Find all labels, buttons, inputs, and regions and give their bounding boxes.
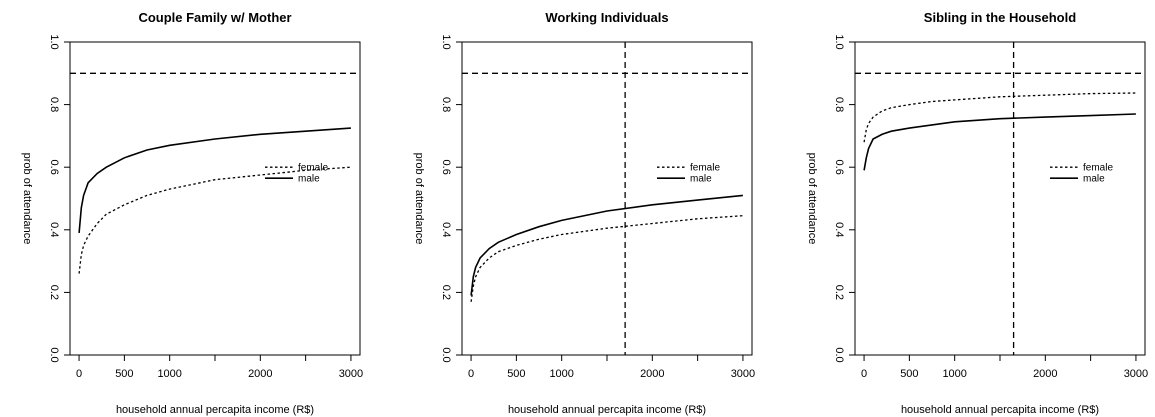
y-tick-label: 0.2 bbox=[440, 285, 452, 300]
x-tick-label: 2000 bbox=[1033, 368, 1057, 380]
x-tick-label: 2000 bbox=[640, 368, 664, 380]
x-tick-label: 500 bbox=[115, 368, 133, 380]
panel-working-individuals: Working Individuals household annual perc… bbox=[413, 10, 755, 416]
y-tick-label: 0.2 bbox=[833, 285, 845, 300]
legend-label-female: female bbox=[298, 163, 328, 174]
x-tick-label: 0 bbox=[861, 368, 867, 380]
y-tick-label: 0.6 bbox=[833, 160, 845, 175]
series-line-male bbox=[470, 194, 743, 296]
x-tick-label: 1000 bbox=[157, 368, 181, 380]
x-tick-label: 500 bbox=[507, 368, 525, 380]
series-line-male bbox=[863, 113, 1136, 171]
panel-couple-family: Couple Family w/ Mother household annual … bbox=[21, 10, 363, 416]
chart-title: Sibling in the Household bbox=[924, 10, 1076, 25]
x-tick-label: 3000 bbox=[1124, 368, 1148, 380]
x-tick-label: 2000 bbox=[248, 368, 272, 380]
x-tick-label: 0 bbox=[468, 368, 474, 380]
series-line-male bbox=[78, 127, 351, 233]
y-tick-label: 0.6 bbox=[48, 160, 60, 175]
series-line-female bbox=[863, 92, 1136, 143]
x-axis-label: household annual percapita income (R$) bbox=[116, 404, 314, 416]
legend-label-male: male bbox=[298, 174, 320, 185]
y-tick-label: 1.0 bbox=[440, 34, 452, 49]
series-line-female bbox=[470, 215, 743, 302]
y-tick-label: 0.6 bbox=[440, 160, 452, 175]
y-tick-label: 0.4 bbox=[833, 222, 845, 237]
y-tick-label: 1.0 bbox=[48, 34, 60, 49]
y-tick-label: 0.0 bbox=[440, 347, 452, 362]
y-tick-label: 1.0 bbox=[833, 34, 845, 49]
chart-title: Couple Family w/ Mother bbox=[138, 10, 291, 25]
y-axis-label: prob of attendance bbox=[413, 153, 425, 245]
panel-sibling-in-household: Sibling in the Household household annual… bbox=[806, 10, 1148, 416]
y-tick-label: 0.0 bbox=[48, 347, 60, 362]
x-tick-label: 1000 bbox=[549, 368, 573, 380]
x-tick-label: 3000 bbox=[339, 368, 363, 380]
legend-label-male: male bbox=[690, 174, 712, 185]
x-axis-label: household annual percapita income (R$) bbox=[901, 404, 1099, 416]
plot-frame bbox=[69, 41, 361, 356]
x-tick-label: 0 bbox=[76, 368, 82, 380]
legend-label-female: female bbox=[690, 163, 720, 174]
y-tick-label: 0.4 bbox=[440, 222, 452, 237]
y-tick-label: 0.8 bbox=[440, 97, 452, 112]
x-tick-label: 3000 bbox=[731, 368, 755, 380]
legend-label-female: female bbox=[1083, 163, 1113, 174]
y-axis-label: prob of attendance bbox=[21, 153, 33, 245]
chart-title: Working Individuals bbox=[545, 10, 668, 25]
y-axis-label: prob of attendance bbox=[806, 153, 818, 245]
y-tick-label: 0.8 bbox=[833, 97, 845, 112]
x-tick-label: 500 bbox=[900, 368, 918, 380]
y-tick-label: 0.2 bbox=[48, 285, 60, 300]
y-tick-label: 0.0 bbox=[833, 347, 845, 362]
y-tick-label: 0.4 bbox=[48, 222, 60, 237]
x-axis-label: household annual percapita income (R$) bbox=[508, 404, 706, 416]
plot-frame bbox=[854, 41, 1146, 356]
y-tick-label: 0.8 bbox=[48, 97, 60, 112]
x-tick-label: 1000 bbox=[942, 368, 966, 380]
legend-label-male: male bbox=[1083, 174, 1105, 185]
